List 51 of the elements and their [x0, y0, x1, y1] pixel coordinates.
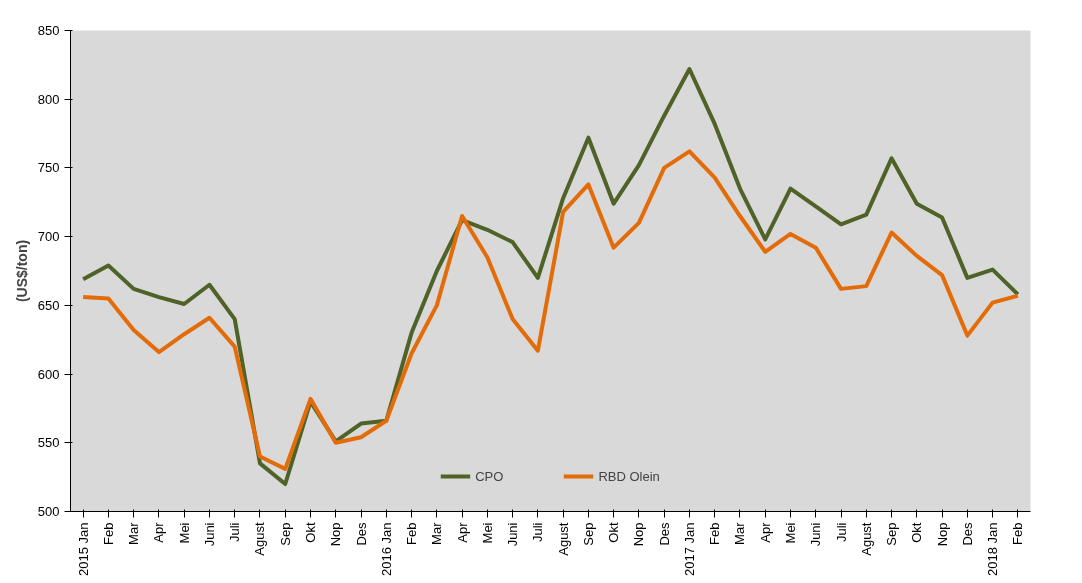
y-tick-label: 750 [37, 160, 60, 176]
y-tick-label: 600 [37, 366, 60, 382]
x-tick-label: Feb [707, 522, 723, 545]
x-tick-label: Okt [303, 522, 318, 543]
x-tick-label: Juni [505, 522, 521, 547]
y-tick-label: 700 [37, 229, 60, 245]
x-tick-label: Juli [833, 522, 849, 543]
legend-label: CPO [475, 468, 504, 484]
x-tick-label: Des [656, 522, 672, 546]
y-tick-label: 550 [37, 435, 60, 451]
x-tick-label: Mar [732, 521, 748, 545]
y-tick-label: 500 [37, 504, 60, 519]
x-tick-label: Des [353, 522, 369, 546]
x-tick-label: Sep [580, 522, 596, 546]
line-series [81, 66, 1020, 487]
x-tick-label: Mei [176, 522, 192, 544]
x-tick-label: Sep [884, 522, 900, 546]
x-tick-label: Feb [404, 522, 420, 545]
x-tick-label: Agust [858, 522, 874, 556]
y-tick-label: 800 [37, 91, 60, 107]
x-tick-label: Apr [151, 521, 167, 543]
x-tick-label: Mar [126, 521, 142, 545]
x-tick-label: Apr [757, 521, 773, 543]
x-tick-label: Agust [555, 522, 571, 556]
x-tick-label: 2018 Jan [985, 522, 1001, 576]
x-tick-label: Juni [201, 522, 217, 547]
x-tick-label: Mei [783, 522, 798, 544]
x-tick-label: Juli [227, 522, 243, 543]
y-tick-label: 650 [37, 297, 60, 313]
x-tick-label: Feb [100, 522, 116, 545]
x-tick-label: 2015 Jan [75, 522, 91, 576]
x-tick-label: Juli [530, 522, 546, 543]
x-tick-label: Agust [252, 522, 268, 556]
x-tick-label: Okt [606, 522, 622, 543]
y-tick-label: 850 [37, 23, 60, 38]
line-series [81, 149, 1020, 471]
x-tick-label: Des [959, 522, 975, 546]
x-tick-label: Feb [1010, 522, 1026, 545]
x-tick-label: 2016 Jan [378, 522, 394, 576]
x-tick-label: Apr [454, 521, 470, 543]
y-axis-title: (US$/ton) [13, 239, 30, 303]
x-tick-label: Okt [909, 522, 925, 543]
legend-label: RBD Olein [598, 468, 660, 484]
x-tick-label: Mar [429, 521, 445, 545]
x-tick-label: Nop [631, 522, 647, 547]
x-tick-label: 2017 Jan [681, 522, 697, 576]
x-tick-label: Juni [808, 522, 824, 547]
x-tick-label: Nop [934, 522, 950, 547]
x-tick-label: Sep [277, 522, 293, 546]
x-tick-label: Nop [328, 522, 344, 547]
x-tick-label: Mei [479, 522, 495, 544]
